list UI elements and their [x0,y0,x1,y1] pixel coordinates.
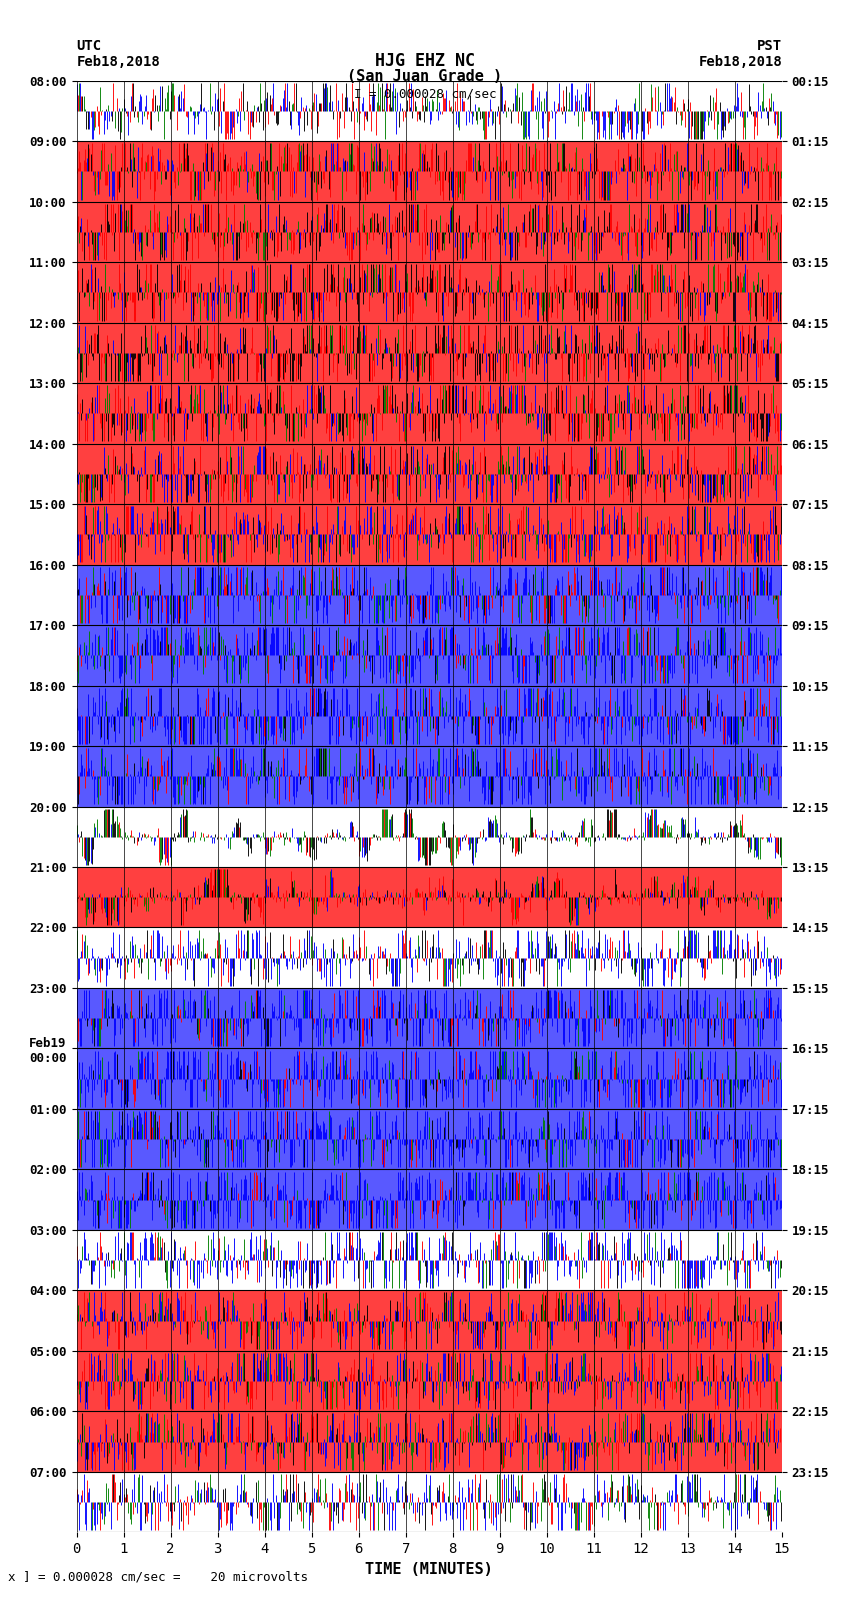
Bar [76,142,782,202]
Bar [76,444,782,503]
Bar [76,323,782,382]
Bar [76,1169,782,1231]
Bar [76,261,782,323]
X-axis label: TIME (MINUTES): TIME (MINUTES) [366,1561,493,1576]
Bar [76,868,782,927]
Text: PST
Feb18,2018: PST Feb18,2018 [698,39,782,69]
Text: (San Juan Grade ): (San Juan Grade ) [348,69,502,84]
Text: I = 0.000028 cm/sec: I = 0.000028 cm/sec [354,87,496,100]
Bar [76,1048,782,1110]
Bar [76,1290,782,1352]
Text: HJG EHZ NC: HJG EHZ NC [375,52,475,69]
Bar [76,384,782,444]
Bar [76,686,782,745]
Bar [76,747,782,806]
Bar [76,202,782,261]
Bar [76,503,782,565]
Text: x ] = 0.000028 cm/sec =    20 microvolts: x ] = 0.000028 cm/sec = 20 microvolts [8,1571,309,1584]
Bar [76,565,782,626]
Bar [76,1110,782,1169]
Bar [76,1411,782,1471]
Bar [76,987,782,1048]
Bar [76,626,782,686]
Text: UTC
Feb18,2018: UTC Feb18,2018 [76,39,161,69]
Bar [76,1352,782,1411]
